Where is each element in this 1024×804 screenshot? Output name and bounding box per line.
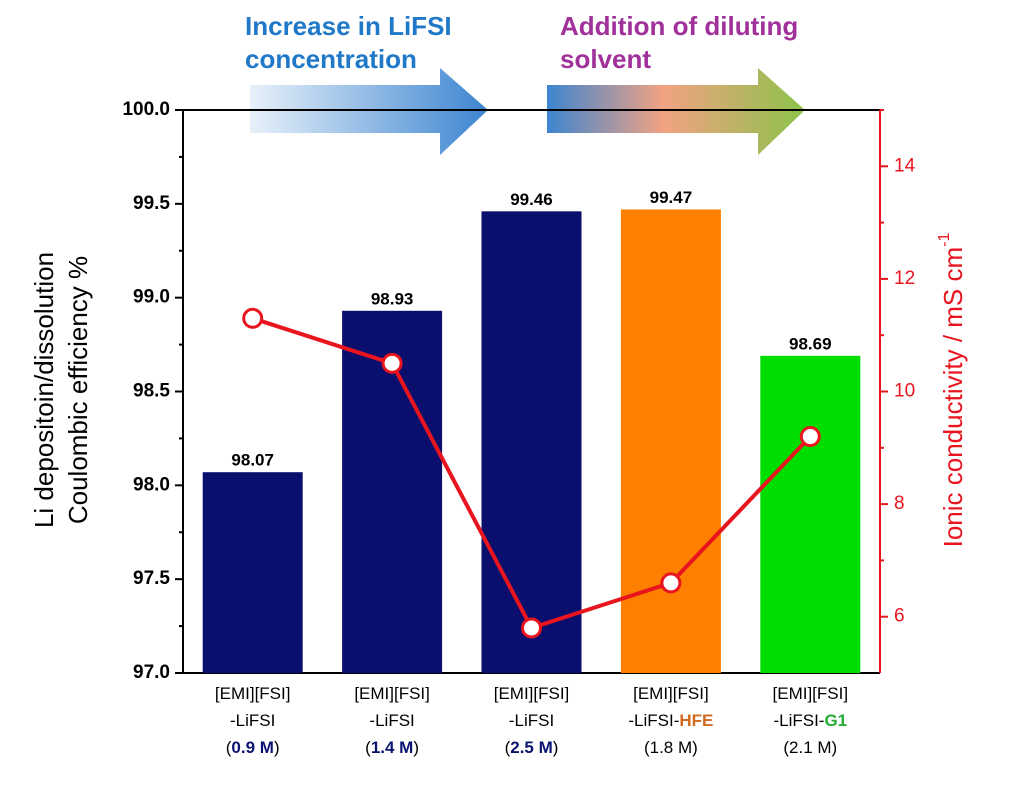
line-marker [521,617,542,639]
x-tick-label-part: (2.1 M) [783,738,837,757]
y2-axis-label-sup: -1 [936,233,953,247]
x-tick-label-part: [EMI][FSI] [633,684,709,703]
annotation: solvent [560,44,651,74]
x-tick-label-part: (1.8 M) [644,738,698,757]
line-marker [799,426,821,448]
y-tick-label: 98.5 [133,381,170,402]
x-tick-label-highlight: HFE [679,711,713,730]
x-tick-label-part: [EMI][FSI] [773,684,849,703]
x-tick-label: -LiFSI [369,711,414,730]
y2-tick-label: 8 [894,493,905,514]
data-label: 98.93 [371,289,414,308]
data-label: 98.69 [789,334,832,353]
x-tick-label-highlight: 2.5 M [510,738,553,757]
x-tick-label-part: ) [413,738,419,757]
y2-axis-label-text: Ionic conductivity / mS cm [938,247,968,548]
x-tick-label-highlight: G1 [824,711,847,730]
bar [620,209,721,674]
line-marker [242,307,264,329]
y-tick-label: 98.0 [133,474,170,495]
x-tick-label: [EMI][FSI] [354,684,430,703]
x-tick-label: (1.8 M) [644,738,698,757]
x-tick-label: (0.9 M) [226,738,280,757]
x-tick-label: -LiFSI [230,711,275,730]
x-tick-label: (2.5 M) [505,738,559,757]
y2-tick-label: 14 [894,155,916,176]
bar [760,355,861,673]
y2-tick-label: 10 [894,381,915,402]
x-tick-label-part: ( [505,738,511,757]
data-label: 98.07 [231,451,274,470]
x-tick-label: [EMI][FSI] [494,684,570,703]
bar [202,472,303,673]
x-tick-label: [EMI][FSI] [773,684,849,703]
y-axis-label: Li depositoin/dissolution [29,252,59,528]
x-tick-label: -LiFSI-G1 [773,711,847,730]
annotation: concentration [245,44,417,74]
y-tick-label: 97.5 [133,568,170,589]
y-tick-label: 99.0 [133,287,170,308]
x-tick-label-part: ( [226,738,232,757]
y2-tick-label: 12 [894,268,915,289]
x-tick-label-part: -LiFSI- [628,711,679,730]
y-tick-label: 100.0 [122,99,170,120]
y-axis-label: Coulombic efficiency % [63,256,93,524]
data-label: 99.47 [650,188,693,207]
annotation: Increase in LiFSI [245,11,452,41]
x-tick-label-part: ( [365,738,371,757]
data-label: 99.46 [510,190,553,209]
arrow [547,68,805,155]
x-tick-label-highlight: 0.9 M [231,738,274,757]
y-tick-label: 99.5 [133,193,170,214]
arrow [250,68,488,155]
x-tick-label: -LiFSI-HFE [628,711,713,730]
line-marker [381,352,403,374]
x-tick-label: (2.1 M) [783,738,837,757]
annotation: Addition of diluting [560,11,798,41]
x-tick-label-part: -LiFSI [369,711,414,730]
x-tick-label-part: -LiFSI- [773,711,824,730]
x-tick-label-part: -LiFSI [230,711,275,730]
y-tick-label: 97.0 [133,662,170,683]
x-tick-label: (1.4 M) [365,738,419,757]
x-tick-label-part: -LiFSI [509,711,554,730]
y2-tick-label: 6 [894,606,905,627]
bar [481,211,582,673]
x-tick-label: -LiFSI [509,711,554,730]
x-tick-label-part: [EMI][FSI] [215,684,291,703]
x-tick-label-part: [EMI][FSI] [494,684,570,703]
x-tick-label-part: ) [553,738,559,757]
x-tick-label: [EMI][FSI] [633,684,709,703]
x-tick-label: [EMI][FSI] [215,684,291,703]
line-marker [660,572,682,594]
x-tick-label-highlight: 1.4 M [371,738,414,757]
y2-axis-label: Ionic conductivity / mS cm-1 [936,233,968,548]
x-tick-label-part: [EMI][FSI] [354,684,430,703]
x-tick-label-part: ) [274,738,280,757]
